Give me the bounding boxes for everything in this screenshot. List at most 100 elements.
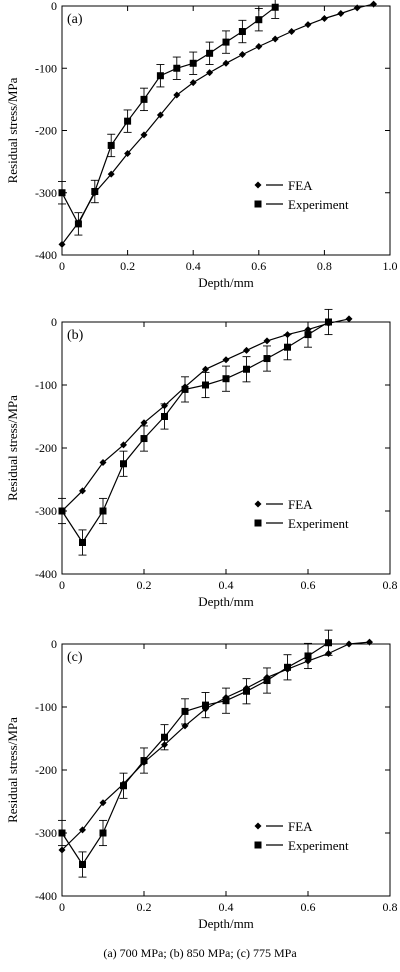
data-point-square	[206, 49, 214, 57]
x-tick-label: 0.6	[301, 900, 316, 914]
x-tick-label: 0.2	[137, 900, 152, 914]
data-point-square	[243, 365, 250, 373]
data-point-diamond	[79, 826, 86, 834]
data-point-diamond	[345, 315, 353, 323]
y-tick-label: -200	[35, 441, 57, 455]
x-tick-label: 0.6	[301, 578, 316, 592]
legend-label-fea: FEA	[288, 497, 313, 512]
data-point-square	[189, 59, 197, 67]
y-axis-label: Residual stress/MPa	[5, 77, 20, 183]
data-point-diamond	[353, 4, 361, 12]
y-tick-label: -200	[35, 763, 57, 777]
data-point-square	[120, 782, 127, 790]
data-point-square	[255, 16, 263, 24]
y-tick-label: -100	[35, 700, 57, 714]
x-tick-label: 0	[59, 900, 65, 914]
data-point-square	[304, 652, 312, 660]
legend-label-experiment: Experiment	[288, 838, 349, 853]
series-line-fea	[61, 641, 370, 851]
y-axis-label: Residual stress/MPa	[5, 395, 20, 501]
data-point-diamond	[222, 356, 230, 364]
data-point-diamond	[271, 35, 279, 43]
y-tick-label: -200	[35, 124, 57, 138]
data-point-square	[284, 343, 291, 351]
x-axis-label: Depth/mm	[198, 275, 254, 290]
data-point-square	[222, 38, 230, 46]
data-point-diamond	[202, 365, 209, 373]
y-tick-label: 0	[51, 315, 57, 329]
data-point-square	[58, 189, 66, 197]
series-line-fea	[61, 3, 374, 245]
data-point-diamond	[288, 28, 296, 36]
y-tick-label: -400	[35, 567, 57, 581]
data-point-diamond	[120, 441, 127, 449]
panel-label: (c)	[67, 650, 83, 665]
x-tick-label: 0.6	[251, 259, 266, 273]
data-point-square	[140, 757, 148, 765]
y-tick-label: -100	[35, 61, 57, 75]
data-point-square	[222, 697, 230, 705]
x-tick-label: 0.8	[383, 578, 398, 592]
data-point-square	[140, 95, 148, 103]
x-tick-label: 0.8	[383, 900, 398, 914]
legend-label-fea: FEA	[288, 178, 313, 193]
data-point-square	[79, 539, 86, 546]
legend-marker-square	[254, 519, 262, 527]
data-point-square	[243, 687, 250, 695]
x-axis-label: Depth/mm	[198, 594, 254, 609]
data-point-square	[161, 413, 168, 420]
data-point-diamond	[366, 638, 373, 646]
legend-label-experiment: Experiment	[288, 197, 349, 212]
x-tick-label: 0.4	[186, 259, 201, 273]
data-point-diamond	[206, 69, 214, 77]
data-point-square	[325, 639, 332, 647]
x-tick-label: 0.8	[317, 259, 332, 273]
data-point-diamond	[263, 337, 271, 345]
data-point-square	[271, 3, 279, 11]
data-point-diamond	[337, 9, 345, 17]
x-tick-label: 0.2	[137, 578, 152, 592]
data-point-square	[140, 435, 148, 443]
data-point-square	[284, 663, 291, 671]
series-line-fea	[61, 318, 350, 512]
data-point-diamond	[99, 799, 107, 807]
legend-label-fea: FEA	[288, 819, 313, 834]
data-point-square	[222, 375, 230, 383]
x-tick-label: 0.4	[219, 578, 234, 592]
data-point-square	[173, 64, 181, 72]
data-point-square	[107, 141, 115, 149]
x-tick-label: 0.2	[120, 259, 135, 273]
data-point-square	[58, 829, 66, 837]
y-tick-label: -300	[35, 504, 57, 518]
data-point-diamond	[238, 51, 246, 59]
legend-marker-square	[254, 200, 262, 208]
panel-label: (a)	[67, 12, 83, 27]
legend-marker-diamond	[254, 500, 262, 508]
data-point-diamond	[79, 487, 86, 495]
panel-label: (b)	[67, 328, 84, 343]
data-point-square	[263, 677, 271, 685]
legend-marker-diamond	[254, 181, 262, 189]
x-axis-label: Depth/mm	[198, 916, 254, 931]
data-point-square	[156, 72, 164, 80]
data-point-square	[79, 861, 86, 868]
plot-frame	[61, 643, 391, 897]
data-point-square	[161, 733, 168, 741]
data-point-square	[91, 188, 99, 196]
data-point-diamond	[140, 131, 148, 139]
legend-label-experiment: Experiment	[288, 516, 349, 531]
data-point-diamond	[243, 346, 250, 354]
data-point-square	[238, 28, 246, 36]
data-point-diamond	[140, 419, 148, 427]
legend-marker-square	[254, 841, 262, 849]
data-point-square	[99, 829, 107, 837]
x-tick-label: 0.4	[219, 900, 234, 914]
data-point-square	[124, 117, 132, 125]
y-tick-label: -100	[35, 378, 57, 392]
y-tick-label: -400	[35, 248, 57, 262]
y-axis-label: Residual stress/MPa	[5, 717, 20, 823]
data-point-diamond	[58, 846, 66, 854]
data-point-square	[181, 385, 189, 393]
